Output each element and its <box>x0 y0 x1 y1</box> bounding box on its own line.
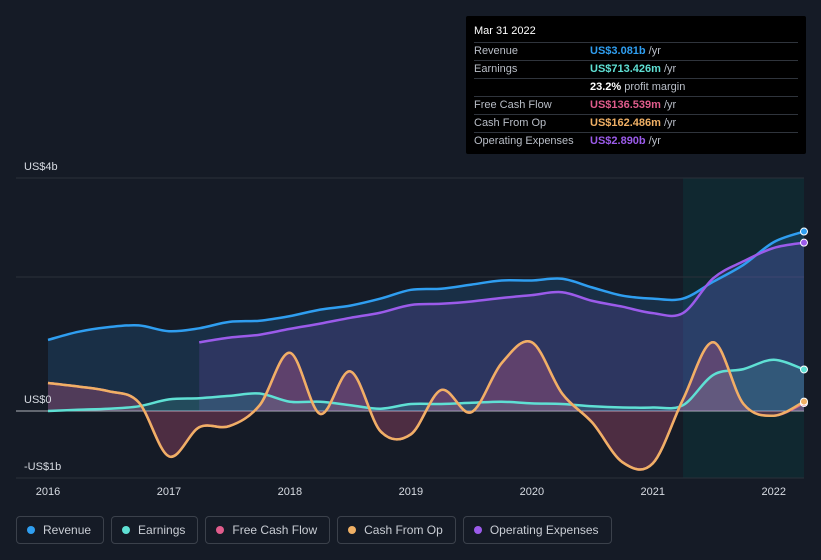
legend-item-cash-from-op[interactable]: Cash From Op <box>337 516 456 544</box>
tooltip-row-value: US$162.486m <box>590 117 661 129</box>
legend-item-earnings[interactable]: Earnings <box>111 516 199 544</box>
earnings-area <box>48 359 804 411</box>
tooltip-row-label <box>474 79 590 96</box>
tooltip-row-unit: /yr <box>648 45 661 57</box>
legend-label: Cash From Op <box>364 523 443 537</box>
tooltip-row: Free Cash Flow US$136.539m/yr <box>474 96 798 114</box>
tooltip-row-unit: /yr <box>663 117 677 129</box>
legend-dot-icon <box>473 526 482 534</box>
tooltip-row: Earnings US$713.426m/yr <box>474 60 798 78</box>
x-tick-label: 2017 <box>157 486 181 498</box>
tooltip-row-value: 23.2% <box>590 81 622 93</box>
x-axis-labels: 2016 2017 2018 2019 2020 2021 2022 <box>36 486 786 498</box>
y-tick-label: US$4b <box>24 161 58 173</box>
tooltip-row: Cash From Op US$162.486m/yr <box>474 114 798 132</box>
y-tick-label: -US$1b <box>24 461 61 473</box>
tooltip-row: 23.2% profit margin <box>474 78 798 96</box>
gridlines <box>16 177 804 479</box>
forecast-shade <box>683 178 804 478</box>
tooltip-panel: Mar 31 2022 Revenue US$3.081b/yr Earnings U… <box>466 16 806 154</box>
legend-item-revenue[interactable]: Revenue <box>16 516 105 544</box>
free-cash-flow-area <box>48 341 804 470</box>
legend-dot-icon <box>348 526 357 534</box>
legend-item-free-cash-flow[interactable]: Free Cash Flow <box>205 516 331 544</box>
tooltip-row-unit: /yr <box>663 63 677 75</box>
tooltip-row: Operating Expenses US$2.890b/yr <box>474 132 798 150</box>
series-lines <box>47 230 805 471</box>
tooltip-row-value: US$2.890b <box>590 135 646 147</box>
revenue-area <box>48 231 804 411</box>
x-tick-label: 2019 <box>399 486 423 498</box>
tooltip-row-label: Earnings <box>474 63 518 75</box>
operating-expenses-line <box>199 241 805 344</box>
legend-dot-icon <box>216 526 225 534</box>
chart-legend: Revenue Earnings Free Cash Flow Cash From O… <box>16 516 619 546</box>
x-tick-label: 2022 <box>762 486 786 498</box>
operating-expenses-area <box>199 242 804 411</box>
cash-from-op-end-marker <box>800 397 808 406</box>
earnings-end-marker <box>800 365 808 374</box>
legend-label: Operating Expenses <box>489 523 599 537</box>
legend-label: Earnings <box>138 523 186 537</box>
series-areas <box>48 231 804 470</box>
tooltip-row-unit: /yr <box>663 99 677 111</box>
series-end-markers <box>800 227 808 408</box>
tooltip-row-unit: /yr <box>648 135 661 147</box>
revenue-line <box>47 230 805 342</box>
x-tick-label: 2021 <box>641 486 665 498</box>
tooltip-row-label: Cash From Op <box>474 117 547 129</box>
legend-dot-icon <box>27 526 35 534</box>
x-tick-label: 2018 <box>278 486 302 498</box>
legend-label: Revenue <box>43 523 92 537</box>
tooltip-row: Revenue US$3.081b/yr <box>474 42 798 60</box>
tooltip-row-label: Revenue <box>474 45 519 57</box>
tooltip-row-value: US$136.539m <box>590 99 661 111</box>
tooltip-row-value: US$713.426m <box>590 63 661 75</box>
legend-dot-icon <box>122 526 131 534</box>
tooltip-date: Mar 31 2022 <box>474 25 536 37</box>
revenue-end-marker <box>800 227 808 236</box>
cash-from-op-line <box>47 340 805 471</box>
y-axis-labels: US$4b US$0 -US$1b <box>24 161 61 473</box>
tooltip-row-label: Free Cash Flow <box>474 99 552 111</box>
x-tick-label: 2020 <box>520 486 544 498</box>
legend-item-operating-expenses[interactable]: Operating Expenses <box>462 516 612 544</box>
x-tick-label: 2016 <box>36 486 60 498</box>
tooltip-row-label: Operating Expenses <box>474 135 574 147</box>
tooltip-row-unit: profit margin <box>624 81 686 93</box>
legend-label: Free Cash Flow <box>232 523 318 537</box>
y-tick-label: US$0 <box>24 394 52 406</box>
tooltip-row-value: US$3.081b <box>590 45 646 57</box>
operating-expenses-end-marker <box>800 238 808 247</box>
